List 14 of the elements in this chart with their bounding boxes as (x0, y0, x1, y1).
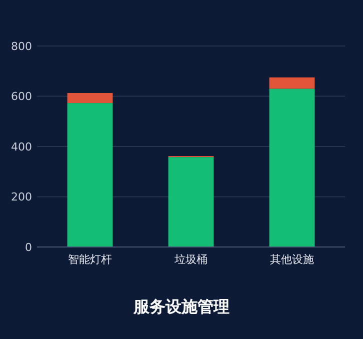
bar (168, 157, 214, 247)
x-tick-label: 垃圾桶 (174, 253, 208, 266)
y-tick-label: 600 (11, 90, 32, 104)
y-tick-label: 0 (25, 240, 32, 254)
y-tick-label: 400 (11, 140, 32, 154)
text: 服务设施管理 (132, 297, 230, 316)
bar (67, 92, 113, 104)
bar (67, 103, 113, 247)
bar (269, 88, 315, 247)
x-tick-label: 其他设施 (270, 253, 314, 266)
x-tick-label: 智能灯杆 (68, 253, 112, 266)
y-tick-label: 200 (11, 190, 32, 204)
bar (269, 77, 315, 89)
y-tick-label: 800 (11, 40, 32, 53)
